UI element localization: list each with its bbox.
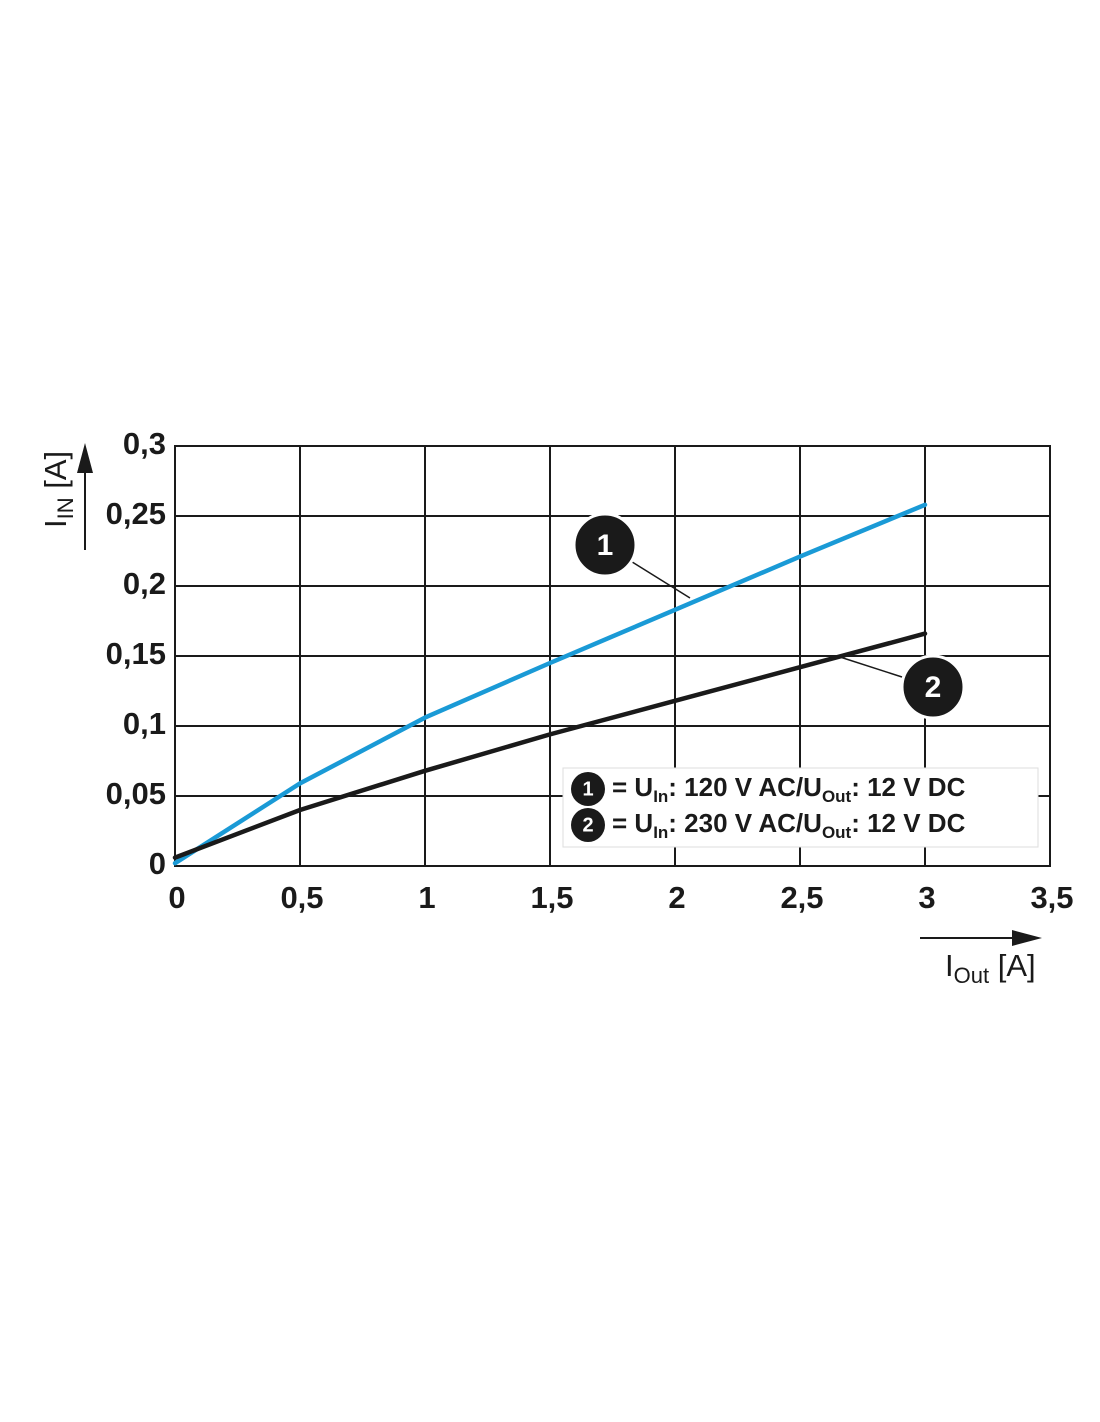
y-tick-label: 0,25 bbox=[106, 496, 166, 531]
x-tick-label: 2,5 bbox=[780, 880, 823, 915]
y-tick-label: 0,15 bbox=[106, 636, 166, 671]
label-part: [A] bbox=[38, 451, 73, 498]
subscript: Out bbox=[822, 823, 852, 842]
label-part: : 120 V AC/U bbox=[668, 772, 822, 802]
legend-number: 2 bbox=[582, 814, 593, 836]
x-tick-label: 3 bbox=[918, 880, 935, 915]
x-tick-label: 0 bbox=[168, 880, 185, 915]
x-tick-label: 2 bbox=[668, 880, 685, 915]
legend-label: = UIn: 120 V AC/UOut: 12 V DC bbox=[612, 772, 966, 807]
plot-frame bbox=[174, 445, 1051, 867]
label-part: : 230 V AC/U bbox=[668, 808, 822, 838]
legend-box bbox=[562, 767, 1039, 848]
subscript: In bbox=[653, 823, 668, 842]
label-part: = U bbox=[612, 772, 653, 802]
x-axis-label: IOut [A] bbox=[945, 948, 1036, 988]
label-part: : 12 V DC bbox=[851, 772, 965, 802]
label-part: I bbox=[38, 519, 73, 528]
subscript: Out bbox=[822, 787, 852, 806]
y-tick-label: 0,3 bbox=[123, 426, 166, 461]
legend-label: = UIn: 230 V AC/UOut: 12 V DC bbox=[612, 808, 966, 843]
subscript: In bbox=[653, 787, 668, 806]
series-line bbox=[172, 631, 928, 860]
x-tick-label: 1,5 bbox=[530, 880, 573, 915]
y-tick-label: 0,1 bbox=[123, 706, 166, 741]
label-part: : 12 V DC bbox=[851, 808, 965, 838]
y-axis-label: IIN [A] bbox=[38, 451, 78, 528]
y-axis-arrowhead bbox=[77, 443, 93, 473]
subscript: IN bbox=[53, 497, 78, 519]
label-part: [A] bbox=[989, 948, 1036, 983]
callout-number: 2 bbox=[925, 671, 942, 704]
y-tick-label: 0,2 bbox=[123, 566, 166, 601]
legend-number: 1 bbox=[582, 778, 593, 800]
callout-badge bbox=[900, 654, 966, 720]
subscript: Out bbox=[954, 963, 989, 988]
label-part: = U bbox=[612, 808, 653, 838]
callout-number: 1 bbox=[597, 529, 614, 562]
series-line bbox=[172, 502, 928, 866]
y-tick-label: 0 bbox=[149, 846, 166, 881]
x-axis-arrowhead bbox=[1012, 930, 1042, 946]
y-tick-label: 0,05 bbox=[106, 776, 166, 811]
x-tick-label: 0,5 bbox=[280, 880, 323, 915]
x-tick-label: 1 bbox=[418, 880, 435, 915]
label-part: I bbox=[945, 948, 954, 983]
x-tick-label: 3,5 bbox=[1030, 880, 1073, 915]
legend-badge bbox=[571, 772, 605, 806]
legend-badge bbox=[571, 808, 605, 842]
callout-badge bbox=[572, 512, 638, 578]
